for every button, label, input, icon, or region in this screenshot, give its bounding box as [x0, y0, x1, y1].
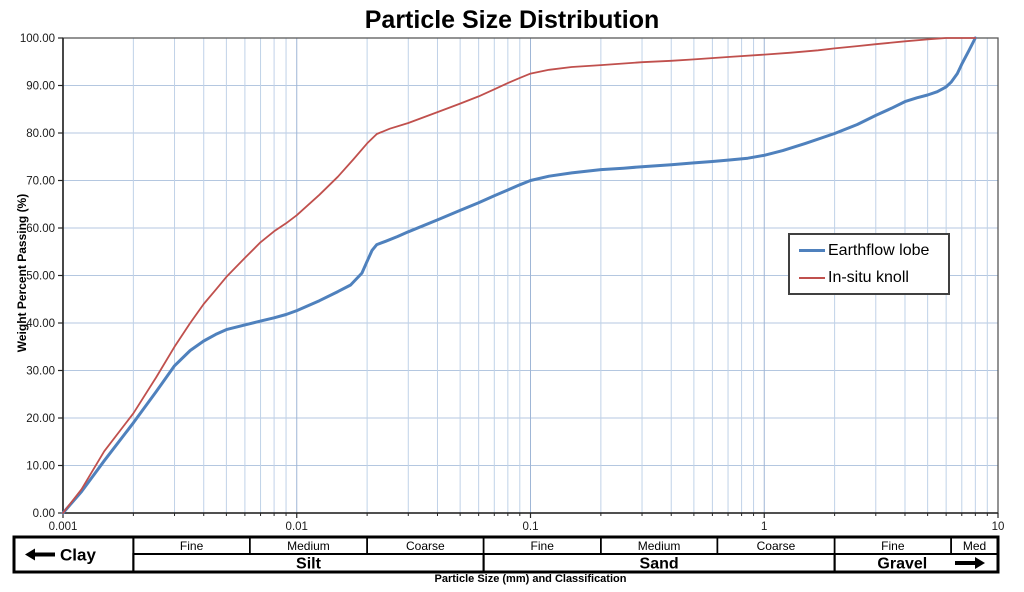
y-tick-label: 10.00	[26, 461, 55, 473]
legend: Earthflow lobe In-situ knoll	[788, 233, 950, 295]
class-sublabel: Fine	[881, 539, 905, 553]
class-label-silt: Silt	[296, 556, 322, 573]
y-tick-label: 70.00	[26, 176, 55, 188]
y-tick-label: 30.00	[26, 366, 55, 378]
class-label-sand: Sand	[640, 556, 679, 573]
class-sublabel: Med	[963, 539, 986, 553]
legend-label: In-situ knoll	[828, 268, 909, 286]
y-tick-label: 40.00	[26, 318, 55, 330]
axis-ticks-and-labels: 0.0010.0020.0030.0040.0050.0060.0070.008…	[20, 33, 1005, 533]
x-tick-label: 0.01	[286, 521, 308, 533]
class-sublabel: Medium	[287, 539, 330, 553]
x-tick-label: 10	[992, 521, 1005, 533]
class-sublabel: Coarse	[757, 539, 796, 553]
y-tick-label: 90.00	[26, 81, 55, 93]
class-label-clay: Clay	[60, 546, 96, 565]
y-tick-label: 0.00	[33, 508, 55, 520]
series-line-earthflow-lobe	[61, 36, 977, 515]
legend-item-earthflow-lobe: Earthflow lobe	[790, 242, 948, 260]
right-arrow-icon	[955, 557, 985, 569]
legend-item-in-situ-knoll: In-situ knoll	[790, 269, 948, 287]
x-tick-label: 0.1	[523, 521, 539, 533]
classification-table: Clay Fine Medium Coarse Silt Fine Medium Coarse…	[12, 535, 1000, 574]
class-sublabel: Fine	[531, 539, 555, 553]
class-sublabel: Coarse	[406, 539, 445, 553]
class-sublabel: Medium	[638, 539, 681, 553]
legend-label: Earthflow lobe	[828, 241, 930, 259]
x-tick-label: 1	[761, 521, 767, 533]
x-axis-title: Particle Size (mm) and Classification	[434, 573, 627, 585]
left-arrow-icon	[25, 548, 55, 561]
legend-swatch-in-situ-knoll	[799, 276, 825, 279]
class-label-gravel: Gravel	[877, 556, 927, 573]
series-line-in-situ-knoll	[62, 37, 977, 514]
chart-title: Particle Size Distribution	[364, 6, 660, 34]
x-tick-label: 0.001	[49, 521, 78, 533]
y-tick-label: 80.00	[26, 128, 55, 140]
y-tick-label: 100.00	[20, 33, 55, 45]
y-tick-label: 50.00	[26, 271, 55, 283]
y-tick-label: 20.00	[26, 413, 55, 425]
class-sublabel: Fine	[180, 539, 204, 553]
legend-swatch-earthflow-lobe	[799, 249, 825, 252]
y-tick-label: 60.00	[26, 223, 55, 235]
gridlines	[63, 38, 999, 513]
